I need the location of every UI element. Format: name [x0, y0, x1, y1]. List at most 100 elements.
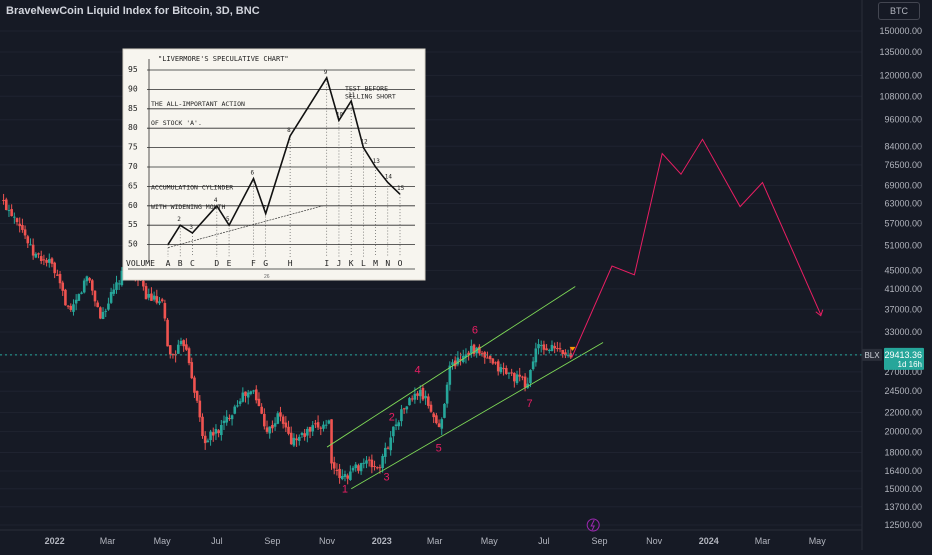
- candle-body: [467, 352, 470, 355]
- inset-x-letter: A: [166, 259, 171, 268]
- inset-x-letter: D: [214, 259, 219, 268]
- inset-point-number: 3: [189, 224, 193, 231]
- inset-annotation: THE ALL-IMPORTANT ACTION: [151, 100, 245, 108]
- inset-x-letter: I: [324, 259, 329, 268]
- candle-body: [39, 256, 43, 262]
- candle-body: [107, 303, 110, 310]
- candle-body: [193, 377, 196, 393]
- candle-body: [74, 299, 78, 304]
- candle-body: [359, 463, 363, 472]
- inset-x-letter: C: [190, 259, 195, 268]
- candle-body: [316, 422, 320, 428]
- time-tick-label: Sep: [591, 536, 607, 546]
- inset-y-label: 55: [128, 220, 138, 229]
- candle-body: [37, 253, 40, 255]
- wave-labels: 1 2 3 4 5 6 7: [342, 325, 533, 496]
- candle-body: [179, 340, 183, 345]
- candle-body: [529, 370, 532, 384]
- candle-body: [217, 430, 220, 434]
- candle-body: [521, 376, 524, 378]
- inset-x-letter: N: [385, 259, 390, 268]
- price-tick-label: 13700.00: [884, 502, 922, 512]
- candle-body: [365, 460, 368, 464]
- candle-body: [214, 429, 218, 434]
- inset-point-number: 13: [373, 158, 381, 165]
- candle-body: [480, 353, 484, 355]
- candle-body: [82, 280, 86, 293]
- inset-point-number: 2: [177, 216, 181, 223]
- candle-body: [244, 391, 247, 396]
- candle-body: [26, 236, 30, 244]
- candle-body: [96, 302, 99, 308]
- candle-body: [115, 282, 118, 290]
- candle-body: [276, 413, 280, 424]
- candle-body: [523, 376, 527, 388]
- candle-body: [241, 392, 245, 402]
- candle-body: [287, 426, 290, 434]
- candle-body: [260, 406, 263, 414]
- candle-body: [324, 424, 328, 426]
- candle-body: [85, 276, 89, 282]
- inset-x-letter: G: [263, 259, 268, 268]
- inset-y-label: 80: [128, 123, 138, 132]
- wave-label-1: 1: [342, 483, 348, 495]
- inset-livermore-chart: "LIVERMORE'S SPECULATIVE CHART"959085807…: [122, 48, 426, 281]
- currency-badge[interactable]: BTC: [878, 2, 920, 20]
- inset-price-line: [167, 75, 401, 246]
- time-axis[interactable]: 2022 Mar May Jul Sep Nov 2023 Mar May Jul Sep Nov 20…: [0, 529, 862, 546]
- time-tick-label: 2023: [372, 536, 392, 546]
- candle-body: [144, 286, 148, 300]
- price-tick-label: 41000.00: [884, 284, 922, 294]
- inset-x-letter: L: [361, 259, 366, 268]
- candle-body: [284, 422, 288, 428]
- candle-body: [418, 389, 422, 397]
- candle-body: [392, 426, 395, 437]
- candle-body: [545, 348, 548, 351]
- candle-body: [80, 292, 83, 294]
- candle-body: [265, 427, 269, 432]
- candle-body: [64, 289, 67, 306]
- inset-annotation: OF STOCK 'A'.: [151, 119, 202, 127]
- channel-upper-line: [326, 286, 576, 448]
- inset-x-letter: F: [251, 259, 256, 268]
- candle-body: [53, 262, 56, 274]
- time-tick-label: Sep: [264, 536, 280, 546]
- candle-body: [542, 344, 546, 350]
- candle-body: [464, 354, 468, 358]
- candle-body: [378, 467, 382, 469]
- candle-body: [429, 404, 433, 412]
- inset-point-number: 5: [226, 216, 230, 223]
- inset-point-number: 15: [397, 185, 405, 192]
- candle-body: [166, 319, 169, 347]
- candle-body: [340, 476, 344, 480]
- candle-body: [104, 310, 108, 312]
- price-tick-label: 33000.00: [884, 327, 922, 337]
- candle-body: [400, 409, 403, 422]
- candle-body: [327, 420, 331, 424]
- candle-body: [494, 362, 497, 364]
- projection-arrow-head: [815, 309, 824, 317]
- candle-body: [246, 392, 250, 398]
- candle-body: [198, 400, 202, 418]
- candle-body: [61, 282, 65, 291]
- candle-body: [389, 437, 392, 451]
- inset-point-number: 6: [250, 170, 254, 177]
- candle-body: [2, 200, 5, 202]
- candle-body: [349, 471, 352, 480]
- price-axis[interactable]: 150000.00 135000.00 120000.00 108000.00 9600…: [861, 0, 924, 550]
- inset-annotation: SELLING SHORT: [345, 92, 396, 100]
- lightning-icon-bolt: [590, 519, 595, 531]
- candle-body: [29, 244, 32, 246]
- candle-body: [332, 462, 336, 469]
- candle-body: [491, 358, 495, 364]
- triangle-down-icon: [569, 346, 576, 351]
- time-tick-label: Mar: [755, 536, 771, 546]
- candle-body: [402, 408, 406, 410]
- inset-x-letter: M: [373, 259, 378, 268]
- candle-body: [206, 440, 210, 443]
- inset-x-letter: J: [337, 259, 342, 268]
- candle-body: [171, 354, 175, 356]
- candle-body: [15, 218, 19, 223]
